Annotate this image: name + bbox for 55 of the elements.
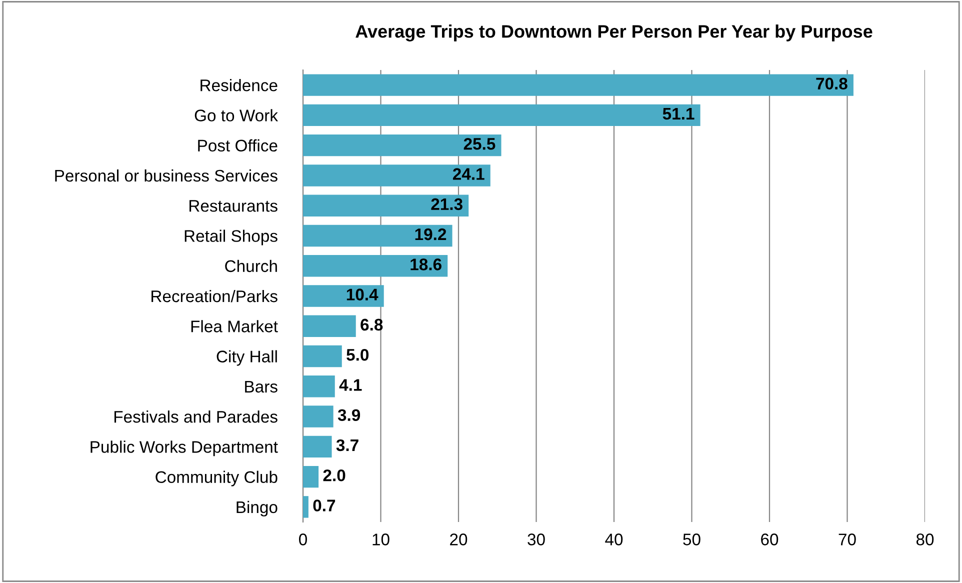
- x-tick-label: 80: [916, 534, 934, 546]
- bar: [303, 436, 332, 458]
- y-tick-label: Community Club: [156, 470, 278, 486]
- x-tick-label: 10: [372, 534, 390, 546]
- y-tick-label: Festivals and Parades: [114, 410, 278, 423]
- bar: [303, 164, 490, 186]
- data-label: 4.1: [339, 379, 362, 391]
- data-label: 21.3: [431, 198, 462, 210]
- data-label: 0.7: [313, 500, 336, 512]
- y-tick-label: Bars: [245, 380, 278, 393]
- y-tick-label: Personal or business Services: [55, 169, 278, 182]
- y-tick-label: Restaurants: [190, 200, 278, 212]
- bar: [303, 285, 384, 307]
- data-label: 18.6: [410, 258, 442, 270]
- bar: [303, 104, 700, 126]
- bar: [303, 496, 308, 518]
- bar: [303, 345, 342, 368]
- chart-title: Average Trips to Downtown Per Person Per Year by Purpose: [356, 24, 872, 42]
- bar: [303, 224, 452, 247]
- y-tick-label: Residence: [200, 79, 278, 92]
- data-label: 5.0: [346, 348, 369, 361]
- bar: [303, 466, 319, 488]
- x-tick-label: 50: [683, 534, 700, 546]
- x-tick-label: 0: [299, 534, 307, 546]
- y-tick-label: Retail Shops: [184, 230, 278, 246]
- data-label: 3.7: [336, 439, 358, 452]
- y-tick-label: Public Works Department: [90, 440, 278, 456]
- y-tick-label: Church: [225, 260, 277, 272]
- x-tick-label: 70: [838, 534, 856, 546]
- bar: [303, 315, 356, 337]
- bar: [303, 376, 335, 398]
- y-tick-label: City Hall: [216, 350, 277, 366]
- x-tick-label: 30: [528, 534, 545, 546]
- y-tick-label: Recreation/Parks: [152, 290, 278, 302]
- data-label: 51.1: [662, 108, 694, 120]
- data-label: 19.2: [415, 228, 446, 240]
- y-tick-label: Flea Market: [191, 320, 278, 332]
- x-tick-label: 40: [605, 534, 623, 546]
- bar: [303, 406, 334, 428]
- x-tick-label: 20: [450, 534, 468, 546]
- data-label: 25.5: [464, 138, 496, 150]
- data-label: 6.8: [360, 318, 383, 331]
- bar: [303, 134, 502, 156]
- x-tick-label: 60: [761, 534, 778, 546]
- y-tick-label: Post Office: [198, 139, 278, 152]
- data-label: 10.4: [346, 288, 378, 300]
- data-label: 24.1: [452, 168, 484, 180]
- data-label: 2.0: [323, 469, 346, 482]
- data-label: 3.9: [338, 409, 360, 422]
- y-tick-label: Go to Work: [194, 109, 278, 122]
- data-label: 70.8: [816, 78, 848, 90]
- y-tick-label: Bingo: [236, 500, 278, 516]
- bar: [303, 74, 854, 96]
- bar: [303, 255, 448, 277]
- bar: [303, 194, 469, 216]
